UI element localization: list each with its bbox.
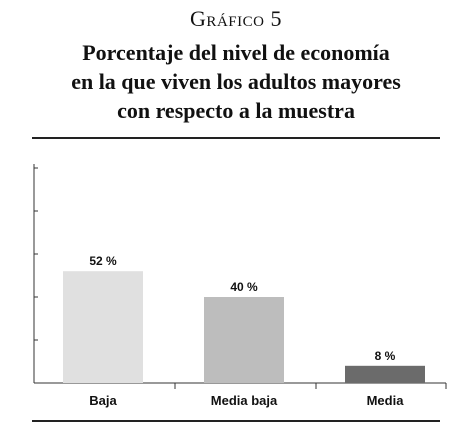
category-label: Media baja	[211, 393, 278, 408]
bottom-rule	[32, 420, 440, 422]
category-label: Baja	[89, 393, 117, 408]
chart-title-line-2: en la que viven los adultos mayores	[71, 69, 401, 94]
chart-title-line-1: Porcentaje del nivel de economía	[82, 40, 390, 65]
top-rule	[32, 137, 440, 139]
bar-baja	[63, 271, 143, 383]
bar-media	[345, 365, 425, 383]
chart-title: Porcentaje del nivel de economía en la q…	[20, 38, 452, 125]
category-label: Media	[367, 393, 405, 408]
bar-media-baja	[204, 297, 284, 383]
figure-caption: Gráfico 5	[190, 6, 282, 31]
chart-bars	[63, 271, 425, 383]
value-label: 8 %	[375, 349, 396, 363]
chart-labels: 52 % Baja 40 % Media baja 8 % Media	[89, 254, 404, 408]
value-label: 40 %	[230, 280, 258, 294]
chart-title-line-3: con respecto a la muestra	[117, 98, 355, 123]
value-label: 52 %	[89, 254, 117, 268]
